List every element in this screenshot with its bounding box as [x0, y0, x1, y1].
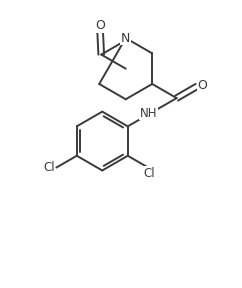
Text: Cl: Cl	[43, 161, 55, 174]
Text: O: O	[95, 19, 105, 32]
Text: NH: NH	[140, 107, 158, 120]
Text: N: N	[121, 32, 130, 45]
Text: O: O	[197, 79, 207, 92]
Text: Cl: Cl	[144, 167, 155, 180]
